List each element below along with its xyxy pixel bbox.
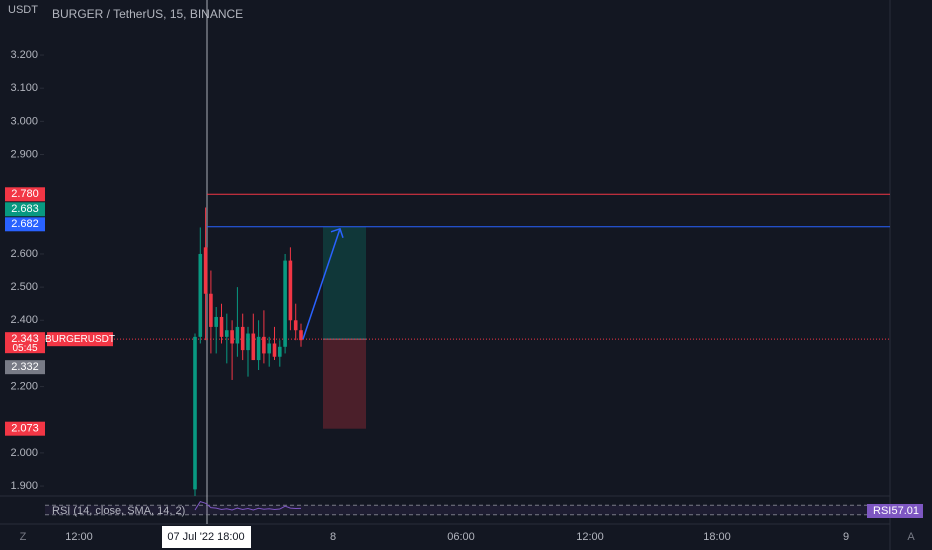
candle-body [193,336,197,490]
y-tick-label: 2.000 [10,447,38,459]
candle-body [251,333,256,361]
y-tick-label: 2.900 [10,148,38,160]
price-label-box [5,187,45,202]
candle-body [225,330,229,337]
candle-body [209,293,213,327]
rsi-value: 57.01 [891,505,919,517]
price-label-box [5,202,45,217]
candle-body [272,343,277,357]
symbol-label: BURGERUSDT [45,334,115,345]
rsi-label: RSI (14, close, SMA, 14, 2) [52,505,185,517]
symbol-label-box [47,332,113,347]
candle-body [256,336,261,361]
candle-body [219,316,224,337]
stop-zone [323,339,366,429]
price-label-box [5,332,45,354]
chart-title: BURGER / TetherUS, 15, BINANCE [52,7,243,21]
candle-body [230,330,234,344]
candle-body [214,316,218,327]
price-label-box [5,421,45,436]
candle-body [288,260,293,321]
price-label-box [5,217,45,232]
y-tick-label: 2.200 [10,380,38,392]
arrow [302,228,341,340]
candle-body [293,320,298,331]
candle-body [262,336,266,354]
arrow-head [330,227,344,239]
y-tick-label: 2.400 [10,314,38,326]
candle-body [283,260,287,347]
axis-label: USDT [8,4,38,16]
candle-body [240,326,245,351]
crosshair-label: 07 Jul '22 18:00 [167,531,244,543]
target-zone [323,226,366,340]
x-tick-label: 12:00 [576,531,604,543]
candle-body [246,333,250,351]
crosshair-label-box [162,526,251,548]
y-tick-label: 3.000 [10,115,38,127]
z-button[interactable]: Z [20,531,27,543]
y-tick-label: 1.900 [10,480,38,492]
candle-body [203,247,208,294]
rsi-line [194,501,302,511]
auto-button[interactable]: A [907,531,915,543]
price-label: 2.332 [11,361,39,373]
x-tick-label: 8 [330,531,336,543]
y-tick-label: 2.500 [10,281,38,293]
candle-body [299,330,303,341]
price-label-box [5,360,45,375]
price-label: 2.073 [11,423,39,435]
x-tick-label: 06:00 [447,531,475,543]
y-tick-label: 3.100 [10,82,38,94]
candle-body [235,326,240,344]
candle-body [198,253,203,337]
countdown: 05:45 [12,343,37,354]
price-label: 2.683 [11,203,39,215]
x-tick-label: 9 [843,531,849,543]
candle-body [267,343,271,354]
rsi-value-box [867,504,923,518]
rsi-band [45,505,890,515]
x-tick-label: 18:00 [703,531,731,543]
price-label: 2.682 [11,218,39,230]
candle-body [278,346,282,357]
price-label: 2.343 [11,333,39,345]
price-label: 2.780 [11,188,39,200]
rsi-name: RSI [873,505,891,517]
y-tick-label: 3.200 [10,49,38,61]
y-tick-label: 2.600 [10,248,38,260]
x-tick-label: 12:00 [65,531,93,543]
